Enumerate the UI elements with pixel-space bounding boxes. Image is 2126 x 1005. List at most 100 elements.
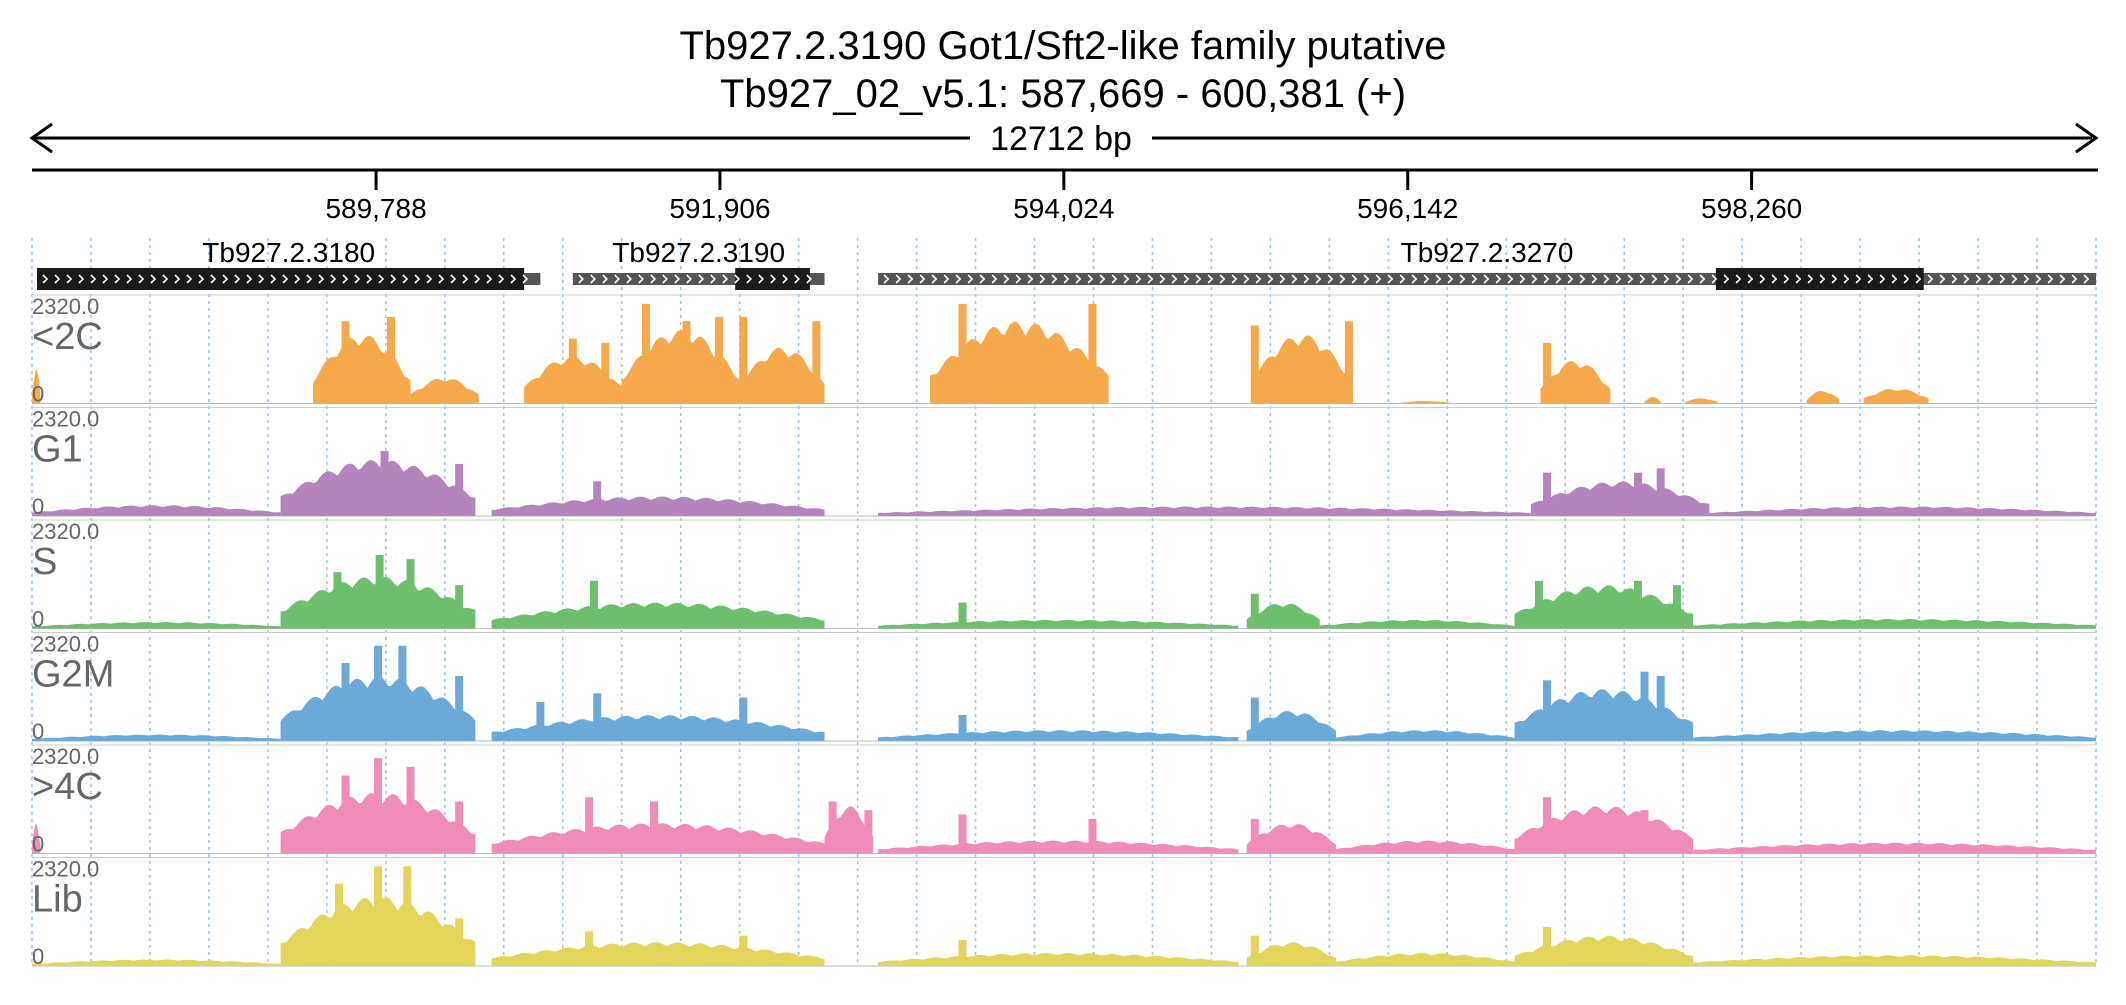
ruler-tick-label: 598,260 bbox=[1701, 193, 1802, 224]
chart-title: Tb927.2.3190 Got1/Sft2-like family putat… bbox=[679, 24, 1446, 68]
coverage-area bbox=[1246, 942, 1336, 966]
coverage-spike bbox=[1543, 472, 1552, 516]
coverage-area bbox=[1246, 824, 1336, 854]
coverage-spike bbox=[455, 918, 464, 966]
coverage-spike bbox=[682, 321, 691, 404]
coverage-spike bbox=[455, 801, 464, 854]
coverage-spike bbox=[958, 715, 967, 741]
track-max-label: 2320.0 bbox=[32, 294, 99, 319]
track-max-label: 2320.0 bbox=[32, 407, 99, 432]
coverage-area bbox=[1693, 619, 2096, 629]
coverage-spike bbox=[341, 321, 350, 404]
coverage-spike bbox=[455, 676, 464, 741]
coverage-spike bbox=[374, 866, 383, 966]
coverage-spike bbox=[714, 316, 723, 404]
coverage-spike bbox=[568, 338, 577, 404]
coverage-area bbox=[740, 347, 825, 404]
coverage-spike bbox=[593, 693, 602, 741]
coverage-spike bbox=[374, 645, 383, 741]
coverage-area bbox=[32, 959, 281, 966]
ruler-tick-label: 594,024 bbox=[1013, 193, 1114, 224]
coverage-spike bbox=[1633, 580, 1642, 629]
coverage-area bbox=[1709, 506, 2096, 516]
coverage-area bbox=[32, 369, 41, 404]
track-4c: 2320.0>4C 0 bbox=[32, 744, 2096, 857]
coverage-spike bbox=[1250, 818, 1259, 854]
coverage-area bbox=[878, 619, 1239, 629]
coverage-area bbox=[410, 379, 479, 404]
coverage-spike bbox=[585, 797, 594, 854]
coverage-spike bbox=[398, 645, 407, 741]
track-name-label: <2C bbox=[32, 316, 103, 358]
coverage-spike bbox=[585, 931, 594, 966]
coverage-area bbox=[1335, 730, 1515, 741]
track-g1: 2320.0G1 0 bbox=[32, 407, 2096, 519]
gene-strand-arrows bbox=[578, 274, 812, 284]
coverage-area bbox=[1540, 361, 1611, 404]
coverage-spike bbox=[403, 866, 412, 966]
coverage-area bbox=[32, 823, 41, 854]
coverage-area bbox=[1693, 842, 2096, 854]
coverage-spike bbox=[958, 940, 967, 966]
gene-cds bbox=[1715, 268, 1924, 290]
span-arrow-left-head bbox=[29, 122, 53, 154]
coverage-spike bbox=[1250, 593, 1259, 629]
track-max-label: 2320.0 bbox=[32, 857, 99, 882]
coverage-spike bbox=[375, 554, 384, 629]
coverage-spike bbox=[374, 758, 383, 854]
coverage-spike bbox=[1534, 580, 1543, 629]
span-arrow: 12712 bp bbox=[29, 120, 2099, 158]
coverage-area bbox=[1514, 935, 1694, 966]
span-arrow-right-head bbox=[2075, 122, 2099, 154]
coverage-spike bbox=[380, 451, 389, 516]
coverage-spike bbox=[386, 316, 395, 404]
coverage-area bbox=[491, 602, 825, 629]
coverage-spike bbox=[739, 935, 748, 966]
coverage-area bbox=[824, 806, 874, 854]
coverage-area bbox=[1246, 711, 1336, 741]
coverage-area bbox=[1693, 955, 2096, 966]
coverage-area bbox=[1335, 953, 1515, 966]
coverage-area bbox=[1251, 335, 1353, 404]
coverage-area bbox=[32, 734, 281, 741]
coverage-area bbox=[1530, 481, 1710, 516]
gene-name-label: Tb927.2.3180 bbox=[202, 237, 375, 268]
coverage-spike bbox=[864, 810, 873, 854]
track-name-label: G2M bbox=[32, 654, 114, 696]
coverage-area bbox=[878, 730, 1239, 741]
track-min-label: 0 bbox=[32, 382, 44, 407]
track-name-label: S bbox=[32, 541, 57, 583]
coverage-area bbox=[1319, 619, 1515, 629]
coverage-tracks: 2320.0<2C02320.0G102320.0S02320.0G2M0232… bbox=[32, 294, 2096, 969]
track-s: 2320.0S 0 bbox=[32, 519, 2096, 632]
track-name-label: G1 bbox=[32, 429, 83, 471]
coverage-area bbox=[621, 329, 741, 404]
coverage-area bbox=[1863, 389, 1929, 404]
gene-name-label: Tb927.2.3270 bbox=[1401, 237, 1574, 268]
coverage-area bbox=[1400, 401, 1450, 404]
coverage-spike bbox=[341, 663, 350, 741]
coverage-spike bbox=[601, 342, 610, 404]
coverage-spike bbox=[1640, 810, 1649, 854]
coverage-spike bbox=[341, 775, 350, 854]
coverage-spike bbox=[406, 559, 415, 629]
ruler-tick-label: 596,142 bbox=[1357, 193, 1458, 224]
gene-cds bbox=[37, 268, 525, 290]
coverage-area bbox=[1514, 806, 1694, 854]
coverage-spike bbox=[828, 801, 837, 854]
span-length-label: 12712 bp bbox=[990, 120, 1132, 158]
coverage-area bbox=[491, 942, 825, 966]
coverage-spike bbox=[1656, 468, 1665, 516]
coverage-spike bbox=[1543, 680, 1552, 741]
coverage-spike bbox=[1088, 303, 1097, 404]
track-max-label: 2320.0 bbox=[32, 632, 99, 657]
coverage-spike bbox=[1543, 927, 1552, 966]
coverage-spike bbox=[739, 316, 748, 404]
gene-strand-arrows bbox=[42, 274, 529, 284]
coverage-spike bbox=[589, 580, 598, 629]
gene-cds bbox=[735, 268, 810, 290]
gene-name-label: Tb927.2.3190 bbox=[612, 237, 785, 268]
coverage-spike bbox=[1543, 342, 1552, 404]
